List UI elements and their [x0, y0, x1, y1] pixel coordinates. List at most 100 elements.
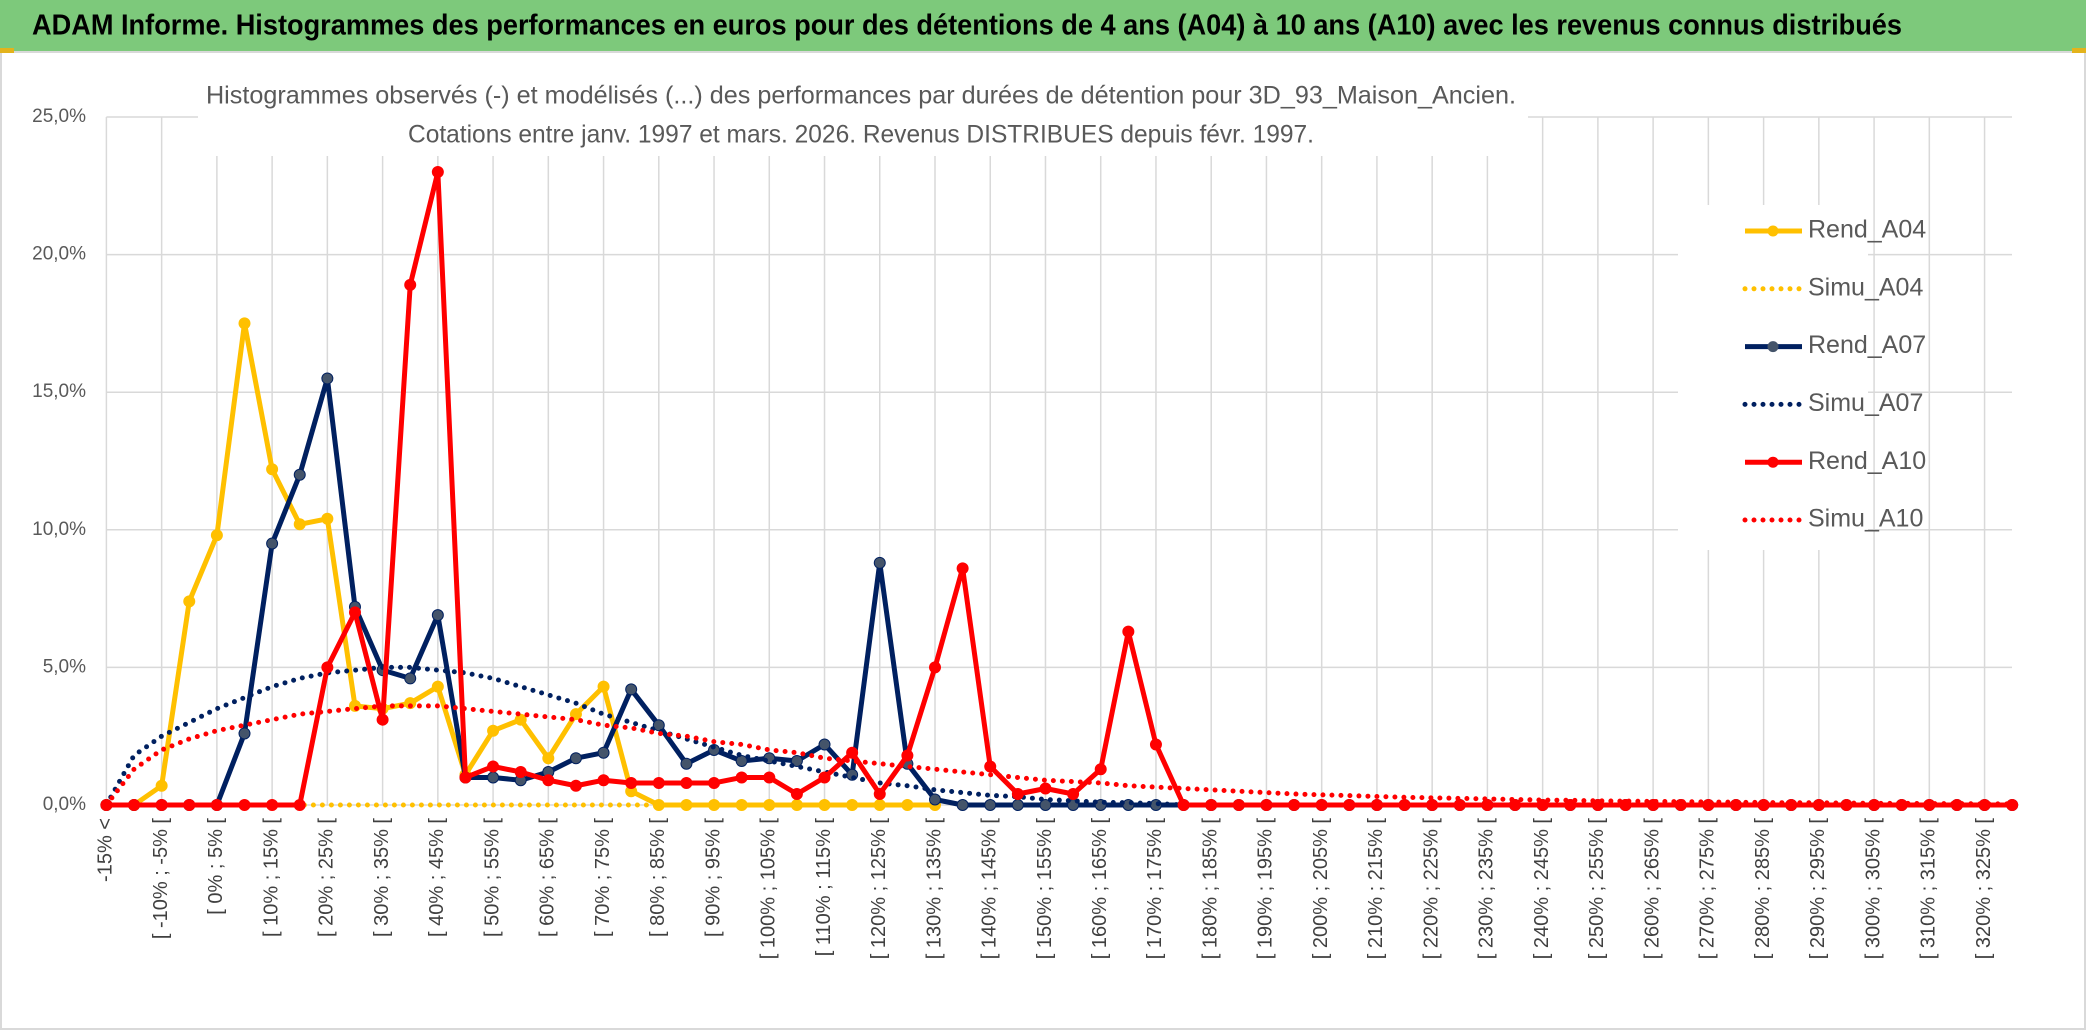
- series-line: [106, 169, 2013, 808]
- marker: [128, 799, 141, 811]
- marker: [597, 680, 610, 693]
- x-tick-label: [ 90% ; 95% [: [702, 818, 724, 937]
- legend-label: Simu_A07: [1808, 389, 1923, 417]
- marker: [321, 512, 334, 525]
- marker: [1453, 799, 1466, 811]
- marker: [238, 317, 251, 330]
- marker: [569, 779, 582, 792]
- marker: [514, 765, 527, 778]
- marker: [1288, 799, 1301, 811]
- marker: [708, 776, 721, 789]
- x-tick-label: [ 0% ; 5% [: [205, 818, 227, 915]
- x-tick-label: [ 310% ; 315% [: [1918, 818, 1940, 960]
- marker: [431, 166, 444, 179]
- legend-marker: [1767, 225, 1779, 237]
- marker: [293, 468, 306, 481]
- marker: [1039, 799, 1052, 811]
- marker: [1122, 625, 1135, 638]
- x-tick-label: [ 120% ; 125% [: [868, 818, 890, 960]
- marker: [984, 760, 997, 773]
- marker: [1315, 799, 1328, 811]
- chart-title: Histogrammes observés (-) et modélisés (…: [206, 82, 1516, 110]
- x-tick-label: [ 150% ; 155% [: [1034, 818, 1056, 960]
- marker: [293, 799, 306, 811]
- title-box: [198, 78, 1528, 156]
- x-tick-label: [ 280% ; 285% [: [1752, 818, 1774, 960]
- marker: [597, 746, 610, 759]
- marker: [431, 609, 444, 622]
- marker: [487, 724, 500, 737]
- x-tick-label: [ 230% ; 235% [: [1476, 818, 1498, 960]
- marker: [183, 595, 196, 608]
- marker: [1564, 799, 1577, 811]
- marker: [735, 771, 748, 784]
- marker: [155, 779, 168, 792]
- grid: 0,0% 5,0% 10,0% 15,0% 20,0% 25,0% -15% < [ -10%…: [32, 106, 2012, 959]
- marker: [1094, 763, 1107, 776]
- marker: [183, 799, 196, 811]
- marker: [846, 746, 859, 759]
- marker: [790, 787, 803, 800]
- marker: [1149, 738, 1162, 751]
- marker: [1205, 799, 1218, 811]
- marker: [542, 752, 555, 765]
- marker: [1232, 799, 1245, 811]
- x-tick-label: [ 180% ; 185% [: [1199, 818, 1221, 960]
- marker: [569, 708, 582, 721]
- y-tick-label: 15,0%: [32, 381, 86, 402]
- marker: [873, 787, 886, 800]
- marker: [929, 661, 941, 674]
- marker: [266, 799, 279, 811]
- marker: [929, 793, 941, 806]
- legend-marker: [1767, 341, 1779, 353]
- header-bar: [0, 0, 2086, 52]
- x-tick-label: [ -10% ; -5% [: [150, 818, 172, 940]
- frame: [0, 51, 2086, 1030]
- y-tick-label: 5,0%: [43, 656, 86, 677]
- marker: [514, 713, 527, 726]
- marker: [459, 771, 472, 784]
- marker: [1481, 799, 1494, 811]
- marker: [818, 771, 831, 784]
- marker: [625, 776, 638, 789]
- marker: [404, 278, 417, 291]
- marker: [652, 776, 665, 789]
- legend-label: Rend_A10: [1808, 447, 1926, 475]
- x-tick-label: [ 130% ; 135% [: [923, 818, 945, 960]
- marker: [873, 556, 886, 569]
- marker: [376, 713, 389, 726]
- x-tick-label: [ 210% ; 215% [: [1365, 818, 1387, 960]
- marker: [680, 757, 693, 770]
- marker: [901, 749, 914, 762]
- marker: [1260, 799, 1273, 811]
- marker: [569, 752, 582, 765]
- x-tick-label: [ 30% ; 35% [: [371, 818, 393, 937]
- marker: [1067, 787, 1080, 800]
- header-title: ADAM Informe. Histogrammes des performan…: [32, 10, 1902, 42]
- marker: [542, 774, 555, 787]
- marker: [1370, 799, 1383, 811]
- chart-subtitle: Cotations entre janv. 1997 et mars. 2026…: [408, 121, 1314, 149]
- legend-label: Simu_A04: [1808, 273, 1923, 301]
- corner: [0, 48, 14, 53]
- x-tick-label: [ 110% ; 115% [: [813, 818, 835, 957]
- marker: [1039, 782, 1052, 795]
- x-tick-label: [ 70% ; 75% [: [592, 818, 614, 937]
- x-tick-label: [ 260% ; 265% [: [1641, 818, 1663, 960]
- x-tick-label: [ 190% ; 195% [: [1255, 818, 1277, 960]
- marker: [404, 672, 417, 685]
- marker: [1011, 799, 1024, 811]
- marker: [266, 463, 279, 476]
- y-tick-label: 25,0%: [32, 106, 86, 127]
- x-tick-label: [ 50% ; 55% [: [481, 818, 503, 937]
- x-tick-label: [ 160% ; 165% [: [1089, 818, 1111, 960]
- marker: [210, 529, 223, 542]
- x-tick-label: [ 80% ; 85% [: [647, 818, 669, 937]
- marker: [1343, 799, 1356, 811]
- marker: [210, 799, 223, 811]
- marker: [155, 799, 168, 811]
- marker: [984, 799, 997, 811]
- x-tick-label: [ 240% ; 245% [: [1531, 818, 1553, 960]
- marker: [431, 680, 444, 693]
- marker: [735, 754, 748, 767]
